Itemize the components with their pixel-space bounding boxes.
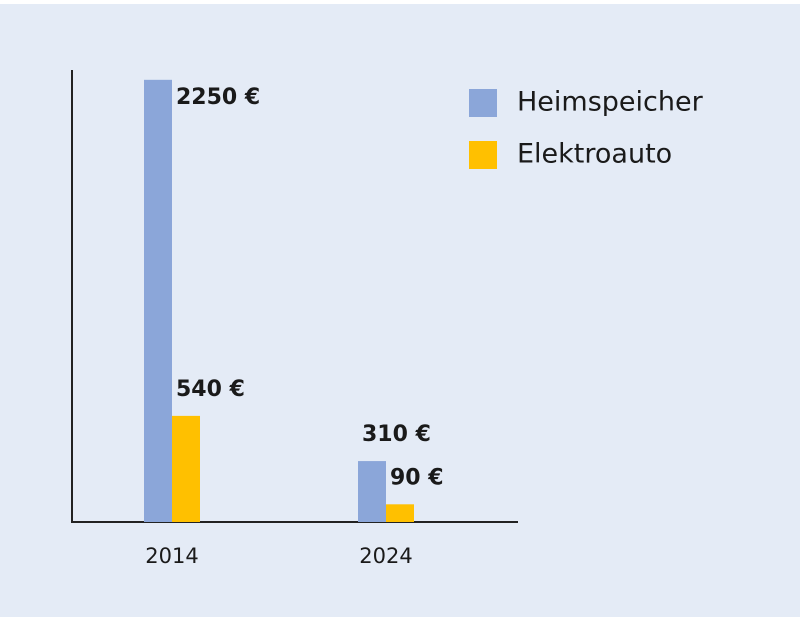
legend-swatch	[469, 141, 497, 169]
x-tick-label: 2014	[145, 544, 198, 568]
value-label: 90 €	[390, 465, 444, 490]
legend-label: Elektroauto	[517, 139, 672, 170]
bar	[358, 461, 386, 522]
value-label: 2250 €	[176, 85, 260, 110]
x-tick-label: 2024	[359, 544, 412, 568]
bar	[144, 79, 172, 523]
legend-swatch	[469, 89, 497, 117]
bar	[172, 415, 200, 522]
value-label: 310 €	[362, 422, 431, 447]
legend-label: Heimspeicher	[517, 87, 704, 118]
bar	[386, 504, 414, 522]
value-label: 540 €	[176, 377, 245, 402]
